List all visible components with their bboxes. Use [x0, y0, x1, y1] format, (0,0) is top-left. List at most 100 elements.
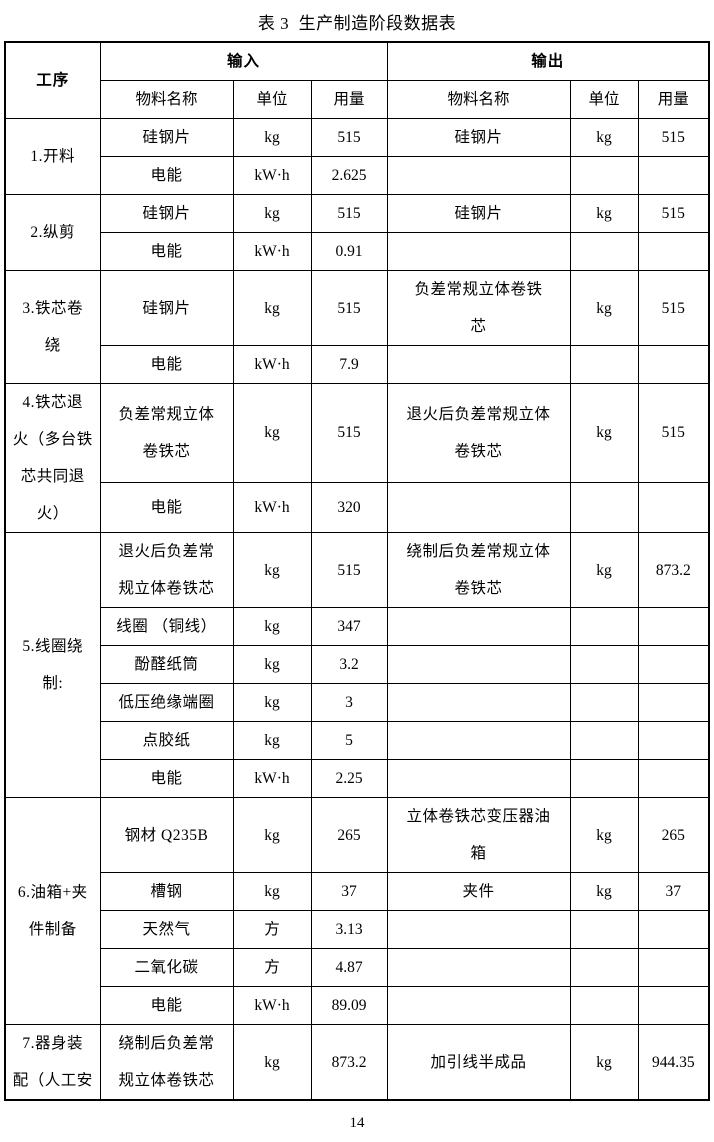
output-unit-cell: [569, 948, 639, 987]
table-body: 1.开料 硅钢片 kg 515 硅钢片 kg 515 电能 kW·h 2.625 2.纵剪 硅钢片 kg…: [4, 118, 710, 1101]
output-material-cell: [386, 156, 571, 195]
table-row: 2.纵剪 硅钢片 kg 515 硅钢片 kg 515: [4, 194, 710, 271]
input-unit-cell: kg: [232, 194, 312, 233]
output-unit-cell: kg: [569, 194, 639, 233]
input-amount-cell: 3.13: [310, 910, 388, 949]
input-material-cell: 硅钢片: [99, 270, 234, 346]
output-material-cell: 退火后负差常规立体 卷铁芯: [386, 383, 571, 483]
output-material-cell: [386, 721, 571, 760]
output-amount-cell: 37: [637, 872, 710, 911]
output-material-cell: [386, 910, 571, 949]
input-material-cell: 硅钢片: [99, 194, 234, 233]
input-material-cell: 电能: [99, 156, 234, 195]
output-unit-cell: [569, 345, 639, 384]
table-row: 6.油箱+夹 件制备 钢材 Q235B kg 265 立体卷铁芯变压器油 箱 kg 265: [4, 797, 710, 1025]
input-unit-cell: kW·h: [232, 156, 312, 195]
input-amount-cell: 89.09: [310, 986, 388, 1025]
input-amount-cell: 515: [310, 383, 388, 483]
output-amount-cell: [637, 232, 710, 271]
output-material-cell: [386, 759, 571, 798]
table-row: 天然气方 3.13: [5, 910, 710, 949]
output-material-cell: 硅钢片: [386, 194, 571, 233]
output-unit-cell: kg: [569, 1024, 639, 1101]
output-amount-cell: 944.35: [637, 1024, 710, 1101]
output-amount-cell: [637, 345, 710, 384]
process-cell: 4.铁芯退 火（多台铁 芯共同退 火）: [4, 383, 101, 533]
input-amount-cell: 3: [310, 683, 388, 722]
output-unit-cell: [569, 481, 639, 534]
input-material-cell: 负差常规立体 卷铁芯: [99, 383, 234, 483]
output-material-cell: [386, 607, 571, 646]
input-amount-cell: 873.2: [310, 1024, 388, 1101]
input-amount-cell: 4.87: [310, 948, 388, 987]
input-unit-cell: kg: [232, 683, 312, 722]
table-row: 电能 kW·h 0.91: [5, 232, 710, 271]
input-amount-cell: 320: [310, 481, 388, 534]
output-unit-cell: kg: [569, 532, 639, 608]
output-amount-cell: [637, 721, 710, 760]
input-amount-cell: 515: [310, 118, 388, 157]
input-unit-cell: kW·h: [232, 345, 312, 384]
input-material-cell: 硅钢片: [99, 118, 234, 157]
output-unit-cell: kg: [569, 118, 639, 157]
input-unit-cell: kg: [232, 270, 312, 346]
output-unit-cell: kg: [569, 797, 639, 873]
column-header-input-unit: 单位: [232, 80, 312, 119]
input-unit-cell: kW·h: [232, 759, 312, 798]
output-unit-cell: [569, 910, 639, 949]
output-material-cell: 硅钢片: [386, 118, 571, 157]
table-row: 1.开料 硅钢片 kg 515 硅钢片 kg 515: [4, 118, 710, 195]
output-unit-cell: [569, 683, 639, 722]
output-amount-cell: [637, 910, 710, 949]
input-unit-cell: kW·h: [232, 481, 312, 534]
input-material-cell: 电能: [99, 759, 234, 798]
input-material-cell: 酚醛纸筒: [99, 645, 234, 684]
input-amount-cell: 265: [310, 797, 388, 873]
table-row: 二氧化碳方 4.87: [5, 948, 710, 987]
table-header: 工序 输入 输出 物料名称 单位 用量 物料名称 单位 用量: [4, 41, 710, 119]
table-row: 5.线圈绕 制: 退火后负差常 规立体卷铁芯 kg 515 绕制后负差常规立体 卷铁芯 k…: [4, 532, 710, 798]
output-material-cell: 加引线半成品: [386, 1024, 571, 1101]
input-amount-cell: 7.9: [310, 345, 388, 384]
table-row: 7.器身装 配（人工安 绕制后负差常 规立体卷铁芯 kg 873.2 加引线半成品 kg 9…: [4, 1024, 710, 1101]
input-unit-cell: 方: [232, 910, 312, 949]
input-unit-cell: kg: [232, 607, 312, 646]
output-amount-cell: 873.2: [637, 532, 710, 608]
input-material-cell: 点胶纸: [99, 721, 234, 760]
input-amount-cell: 37: [310, 872, 388, 911]
output-amount-cell: 515: [637, 194, 710, 233]
column-header-process: 工序: [4, 41, 101, 119]
input-unit-cell: kW·h: [232, 232, 312, 271]
process-cell: 1.开料: [4, 118, 101, 195]
input-material-cell: 电能: [99, 986, 234, 1025]
input-amount-cell: 2.25: [310, 759, 388, 798]
table-row: 电能 kW·h 320: [5, 481, 710, 534]
input-unit-cell: kg: [232, 721, 312, 760]
input-amount-cell: 5: [310, 721, 388, 760]
column-header-output-material: 物料名称: [386, 80, 571, 119]
table-row: 点胶纸 kg 5: [5, 721, 710, 760]
process-cell: 5.线圈绕 制:: [4, 532, 101, 798]
column-group-output: 输出: [386, 41, 710, 81]
input-unit-cell: kW·h: [232, 986, 312, 1025]
production-stage-data-table: 工序 输入 输出 物料名称 单位 用量 物料名称 单位 用量 1.开料 硅钢片 kg…: [4, 41, 711, 1101]
output-amount-cell: 515: [637, 383, 710, 483]
output-material-cell: [386, 345, 571, 384]
output-material-cell: 夹件: [386, 872, 571, 911]
output-material-cell: [386, 986, 571, 1025]
input-unit-cell: kg: [232, 1024, 312, 1101]
output-unit-cell: [569, 156, 639, 195]
output-amount-cell: [637, 156, 710, 195]
process-cell: 3.铁芯卷 绕: [4, 270, 101, 384]
output-amount-cell: 515: [637, 270, 710, 346]
output-material-cell: [386, 948, 571, 987]
page-number: 14: [349, 1115, 365, 1131]
output-material-cell: [386, 645, 571, 684]
input-amount-cell: 347: [310, 607, 388, 646]
table-row: 4.铁芯退 火（多台铁 芯共同退 火） 负差常规立体 卷铁芯 kg 515 退火后负差常…: [4, 383, 710, 533]
output-amount-cell: [637, 645, 710, 684]
table-row: 电能 kW·h 2.625: [5, 156, 710, 195]
output-amount-cell: [637, 481, 710, 534]
input-unit-cell: 方: [232, 948, 312, 987]
table-row: 电能 kW·h 7.9: [5, 345, 710, 384]
